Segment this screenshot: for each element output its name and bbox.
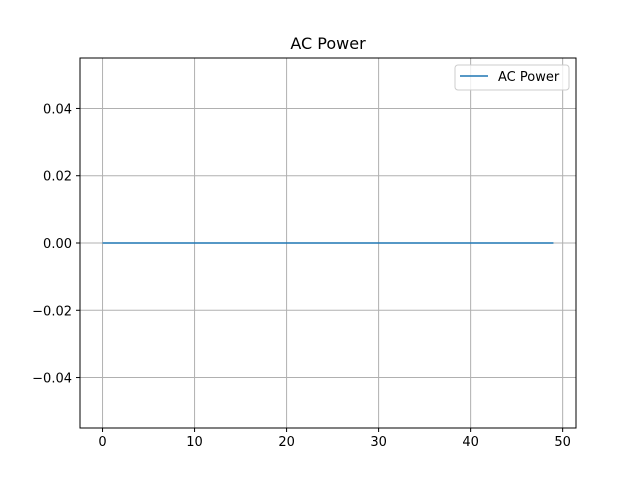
x-tick-label: 30 <box>370 435 387 450</box>
legend: AC Power <box>454 64 570 91</box>
axes-frame <box>79 57 577 429</box>
legend-box <box>454 64 570 91</box>
x-tick-label: 0 <box>98 435 106 450</box>
x-tick-label: 20 <box>278 435 295 450</box>
legend-label-ac-power: AC Power <box>498 70 560 85</box>
y-tick-label: 0.02 <box>43 170 72 185</box>
y-tick-label: −0.04 <box>32 372 72 387</box>
y-tick-label: 0.04 <box>43 102 72 117</box>
x-tick-label: 50 <box>554 435 571 450</box>
x-tick-label: 40 <box>462 435 479 450</box>
y-tick-label: 0.00 <box>43 237 72 252</box>
ticks: 0 10 20 30 40 50 0.04 0.02 0.00 −0.02 −0.04 <box>32 102 571 450</box>
x-tick-label: 10 <box>186 435 203 450</box>
y-tick-label: −0.02 <box>32 304 72 319</box>
chart-title: AC Power <box>290 34 366 53</box>
